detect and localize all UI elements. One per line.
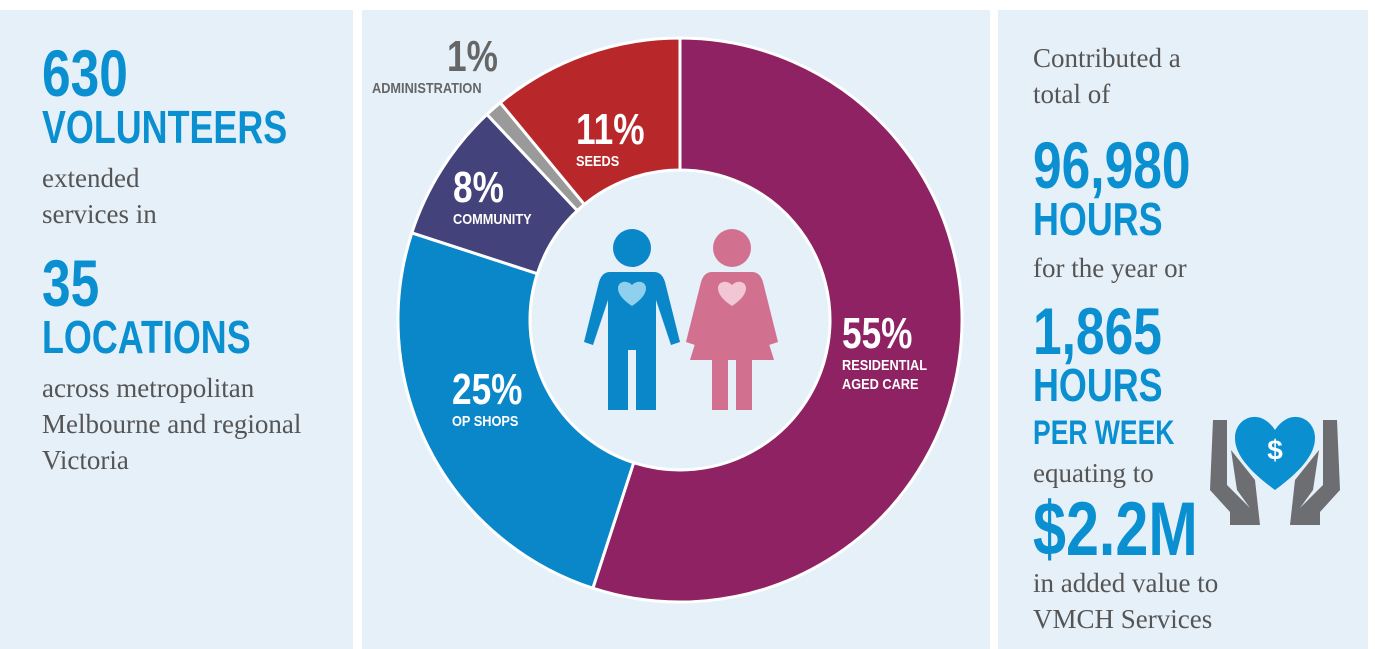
text: in added value to VMCH Services bbox=[1033, 568, 1219, 634]
text: Contributed a total of bbox=[1033, 43, 1181, 109]
left-hand bbox=[1231, 450, 1260, 525]
right-hand bbox=[1290, 450, 1319, 525]
text: for the year or bbox=[1033, 253, 1187, 283]
text: across metropolitan Melbourne and region… bbox=[42, 373, 302, 475]
heart bbox=[1235, 416, 1315, 490]
slice-value-label: 55% bbox=[842, 309, 913, 358]
slice-value-label: 25% bbox=[452, 365, 523, 414]
slice-label: 11% SEEDS bbox=[576, 108, 656, 171]
slice-value-label: 1% bbox=[447, 32, 498, 81]
hours-number: 96,980 bbox=[1033, 128, 1191, 202]
woman-body bbox=[686, 272, 778, 410]
slice-label: 25% OP SHOPS bbox=[452, 368, 562, 431]
right-panel bbox=[998, 10, 1368, 649]
heart bbox=[618, 281, 646, 306]
slice-category-label: RESIDENTIAL AGED CARE bbox=[842, 357, 927, 393]
man-body bbox=[584, 272, 680, 410]
slice bbox=[498, 36, 682, 207]
slice-category-label: ADMINISTRATION bbox=[372, 80, 482, 97]
slice-value-label: 11% bbox=[576, 105, 645, 154]
icon-label: $ bbox=[1267, 434, 1283, 465]
slice-label: 1% ADMINISTRATION bbox=[372, 35, 512, 98]
people-icon bbox=[584, 229, 778, 410]
hands-icon: $ bbox=[1210, 416, 1340, 525]
volunteers-number: 630 bbox=[42, 36, 128, 110]
left-hand bbox=[1210, 420, 1250, 525]
value-number: $2.2M bbox=[1033, 487, 1198, 572]
slice bbox=[590, 36, 964, 604]
slice-value-label: 8% bbox=[453, 163, 504, 212]
left-panel bbox=[0, 10, 353, 649]
slice-category-label: SEEDS bbox=[576, 153, 620, 170]
donut-chart bbox=[396, 36, 964, 604]
slice-category-label: COMMUNITY bbox=[453, 211, 532, 228]
hours-label: HOURS bbox=[1033, 193, 1163, 245]
right-hand bbox=[1300, 420, 1340, 525]
locations-label: LOCATIONS bbox=[42, 311, 251, 363]
woman-head bbox=[713, 229, 751, 267]
slice-label: 8% COMMUNITY bbox=[453, 166, 563, 229]
weekly-sub: PER WEEK bbox=[1033, 414, 1175, 452]
volunteers-label: VOLUNTEERS bbox=[42, 101, 288, 153]
text: extended services in bbox=[42, 163, 157, 229]
weekly-number: 1,865 bbox=[1033, 294, 1162, 368]
text: equating to bbox=[1033, 458, 1154, 488]
locations-number: 35 bbox=[42, 246, 100, 320]
heart bbox=[718, 281, 746, 306]
weekly-label: HOURS bbox=[1033, 359, 1163, 411]
man-head bbox=[613, 229, 651, 267]
slice bbox=[396, 230, 636, 591]
slice-category-label: OP SHOPS bbox=[452, 413, 519, 430]
slice-label: 55% RESIDENTIAL AGED CARE bbox=[842, 312, 952, 394]
